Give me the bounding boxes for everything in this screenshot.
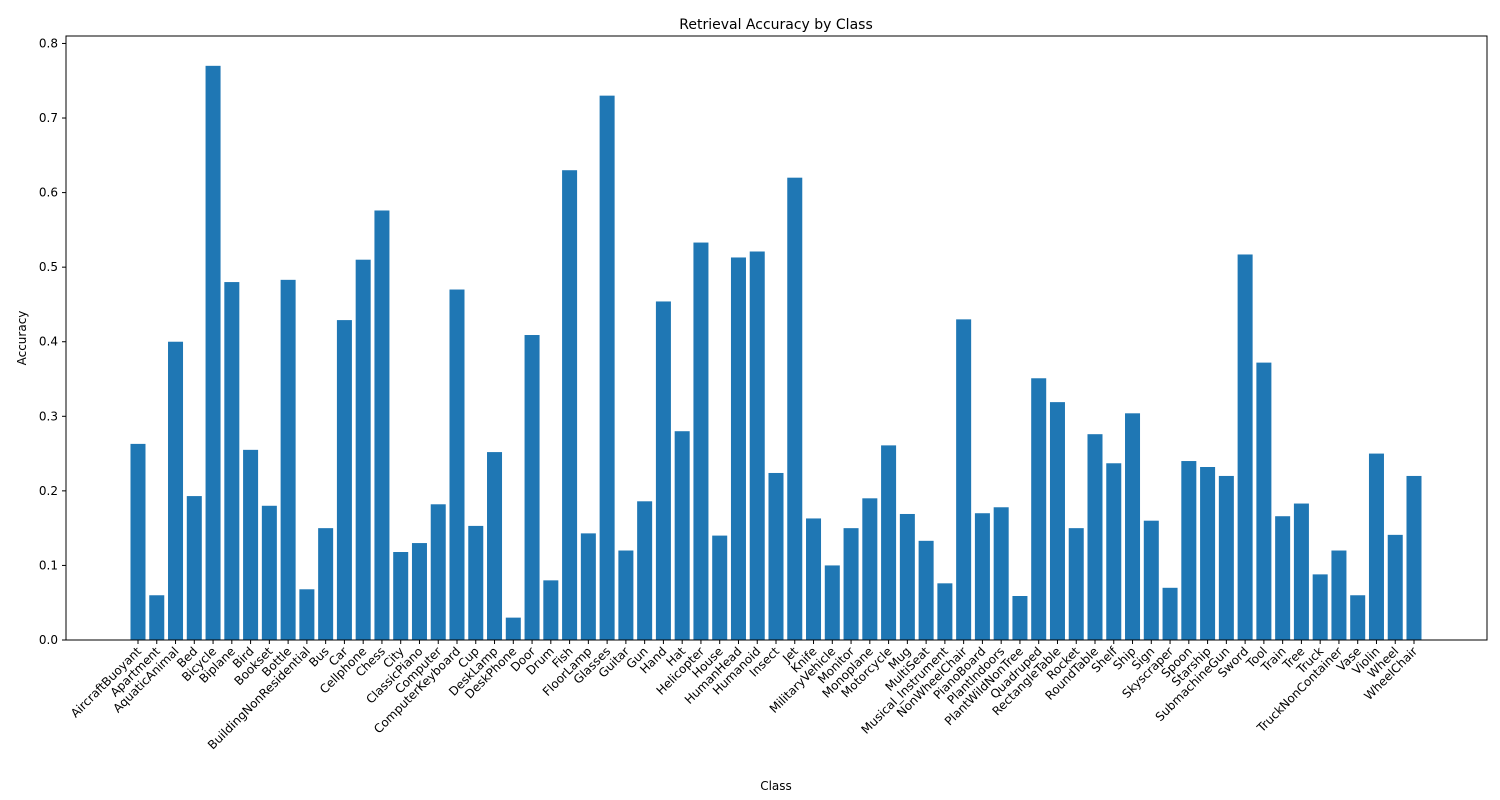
bar-Vase bbox=[1350, 595, 1366, 640]
bar-Quadruped bbox=[1031, 378, 1047, 640]
bars-group bbox=[130, 65, 1422, 641]
bar-TruckNonContainer bbox=[1331, 550, 1347, 640]
bar-Mug bbox=[899, 513, 915, 640]
bar-Bus bbox=[318, 528, 334, 640]
bar-Sign bbox=[1143, 520, 1159, 640]
bar-Spoon bbox=[1181, 461, 1197, 640]
bar-FloorLamp bbox=[580, 533, 596, 640]
bar-Ship bbox=[1125, 413, 1141, 640]
y-tick-label: 0.3 bbox=[39, 409, 58, 423]
bar-WheelChair bbox=[1406, 475, 1422, 640]
bar-Helicopter bbox=[693, 242, 709, 641]
bar-Jet bbox=[787, 177, 803, 640]
bar-Car bbox=[336, 320, 352, 640]
bar-Train bbox=[1275, 516, 1291, 640]
bar-Shelf bbox=[1106, 463, 1122, 640]
bar-Truck bbox=[1312, 574, 1328, 640]
bar-MilitaryVehicle bbox=[824, 565, 840, 640]
bar-Tool bbox=[1256, 362, 1272, 640]
chart-title: Retrieval Accuracy by Class bbox=[679, 17, 872, 33]
bar-Hat bbox=[674, 431, 690, 640]
bar-PlantIndoors bbox=[993, 507, 1009, 640]
bar-AquaticAnimal bbox=[168, 341, 184, 640]
y-axis-label: Accuracy bbox=[15, 311, 29, 366]
bar-Glasses bbox=[599, 95, 615, 640]
bar-Humanoid bbox=[749, 251, 765, 640]
bar-Guitar bbox=[618, 550, 634, 640]
bar-Computer bbox=[430, 504, 446, 640]
bar-SubmachineGun bbox=[1218, 475, 1234, 640]
y-tick-label: 0.5 bbox=[39, 260, 58, 274]
bar-Bookset bbox=[261, 505, 277, 640]
bar-Rocket bbox=[1068, 528, 1084, 640]
bar-Monitor bbox=[843, 528, 859, 640]
bar-Cup bbox=[468, 525, 484, 640]
bar-Sword bbox=[1237, 254, 1253, 641]
y-tick-label: 0.0 bbox=[39, 633, 58, 647]
bar-BuildingNonResidential bbox=[299, 589, 315, 640]
y-tick-label: 0.4 bbox=[39, 335, 58, 349]
bar-Cellphone bbox=[355, 259, 371, 640]
bar-City bbox=[393, 552, 409, 640]
y-tick-label: 0.8 bbox=[39, 36, 58, 50]
bar-DeskLamp bbox=[487, 452, 503, 640]
bar-Monoplane bbox=[862, 498, 878, 640]
bar-PlantWildNonTree bbox=[1012, 596, 1028, 640]
bar-Biplane bbox=[224, 282, 240, 640]
y-tick-label: 0.7 bbox=[39, 111, 58, 125]
bar-ComputerKeyboard bbox=[449, 289, 465, 640]
bar-AircraftBuoyant bbox=[130, 443, 146, 640]
y-axis-ticks: 0.0 0.1 0.2 0.3 0.4 0.5 0.6 0.7 0.8 bbox=[39, 36, 66, 647]
bar-Chess bbox=[374, 210, 390, 641]
bar-Bottle bbox=[280, 279, 296, 640]
bar-Fish bbox=[562, 170, 578, 640]
bar-Bed bbox=[186, 496, 202, 640]
bar-Hand bbox=[655, 301, 671, 640]
x-axis-ticks: AircraftBuoyantApartmentAquaticAnimalBed… bbox=[68, 640, 1420, 752]
bar-Tree bbox=[1293, 503, 1309, 640]
y-tick-label: 0.6 bbox=[39, 186, 58, 200]
x-axis-label: Class bbox=[760, 779, 792, 793]
bar-Motorcycle bbox=[881, 445, 897, 640]
bar-Starship bbox=[1200, 467, 1216, 640]
bar-ClassicPiano bbox=[411, 543, 427, 640]
bar-Insect bbox=[768, 472, 784, 640]
bar-RectangleTable bbox=[1049, 402, 1065, 640]
bar-Musical_Instrument bbox=[937, 583, 953, 640]
bar-Bicycle bbox=[205, 65, 221, 640]
bar-Drum bbox=[543, 580, 559, 640]
bar-DeskPhone bbox=[505, 617, 521, 640]
bar-RoundTable bbox=[1087, 434, 1103, 640]
bar-HumanHead bbox=[730, 257, 746, 640]
bar-Door bbox=[524, 335, 540, 640]
bar-Bird bbox=[243, 449, 259, 640]
bar-Wheel bbox=[1387, 534, 1403, 640]
y-tick-label: 0.2 bbox=[39, 484, 58, 498]
bar-PianoBoard bbox=[974, 513, 990, 640]
bar-House bbox=[712, 535, 728, 640]
bar-Knife bbox=[806, 518, 822, 640]
bar-Violin bbox=[1368, 453, 1384, 640]
bar-NonWheelChair bbox=[956, 319, 972, 640]
bar-Gun bbox=[637, 501, 653, 640]
y-tick-label: 0.1 bbox=[39, 558, 58, 572]
bar-Apartment bbox=[149, 595, 165, 640]
bar-Skyscraper bbox=[1162, 587, 1178, 640]
plot-frame bbox=[65, 35, 1488, 641]
bar-MultiSeat bbox=[918, 540, 934, 640]
